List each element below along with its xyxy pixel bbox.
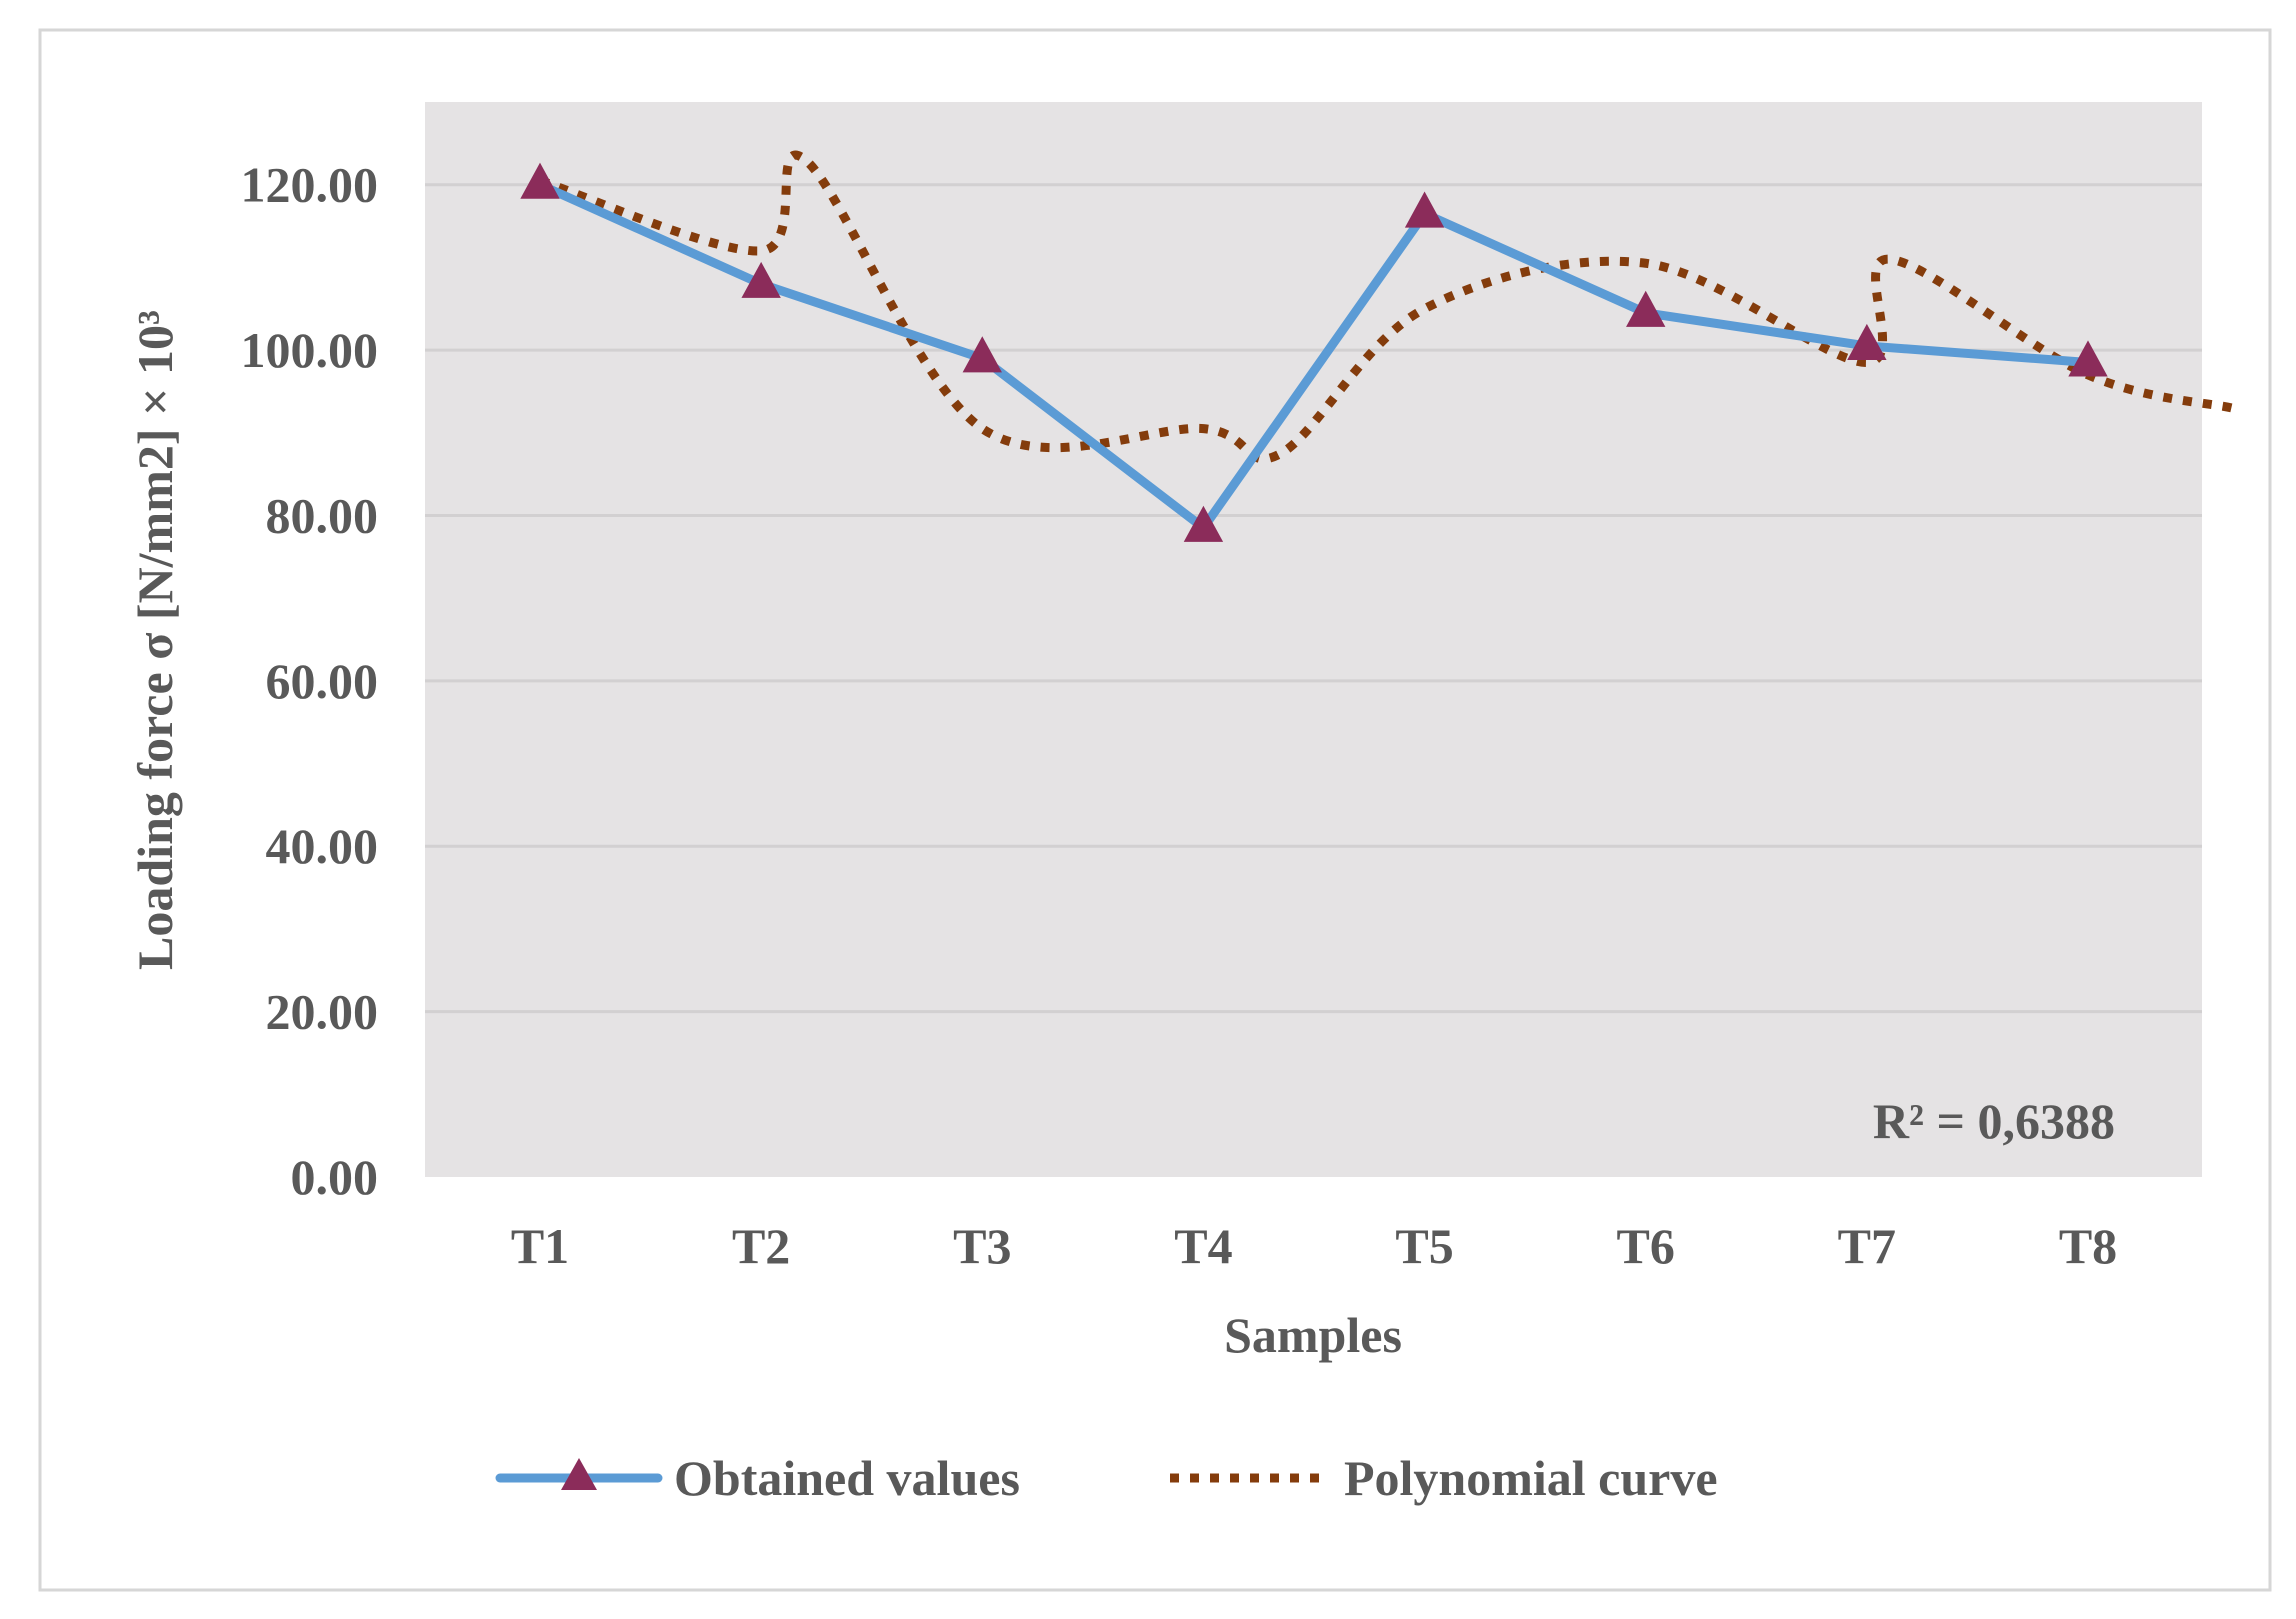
polynomial-trendline — [538, 150, 2233, 464]
x-axis-tick-labels: T1 T2 T3 T4 T5 T6 T7 T8 — [511, 1218, 2117, 1274]
y-tick-label: 20.00 — [266, 984, 379, 1040]
y-tick-label: 80.00 — [266, 487, 379, 543]
x-tick-label: T7 — [1838, 1218, 1896, 1274]
gridlines — [425, 183, 2202, 1014]
obtained-values-series — [520, 162, 2108, 542]
plot-area — [425, 102, 2202, 1177]
r-squared-annotation: R² = 0,6388 — [1873, 1093, 2115, 1149]
x-tick-label: T3 — [953, 1218, 1011, 1274]
y-tick-label: 0.00 — [291, 1149, 379, 1205]
obtained-values-line — [535, 180, 2093, 533]
x-tick-label: T8 — [2059, 1218, 2117, 1274]
data-point-marker — [1847, 323, 1887, 360]
polynomial-curve-line — [538, 150, 2233, 464]
y-tick-label: 40.00 — [266, 818, 379, 874]
x-tick-label: T1 — [511, 1218, 569, 1274]
data-point-marker — [1626, 290, 1666, 327]
y-tick-label: 120.00 — [241, 157, 379, 213]
x-tick-label: T4 — [1174, 1218, 1232, 1274]
x-tick-label: T2 — [732, 1218, 790, 1274]
x-tick-label: T5 — [1395, 1218, 1453, 1274]
data-point-marker — [1404, 191, 1445, 228]
legend-obtained-values-label: Obtained values — [674, 1450, 1020, 1506]
data-point-marker — [520, 162, 560, 199]
legend: Obtained values Polynomial curve — [495, 1450, 1718, 1506]
data-point-marker — [2068, 340, 2108, 377]
x-tick-label: T6 — [1617, 1218, 1675, 1274]
data-point-marker — [1183, 505, 1224, 542]
legend-obtained-values-marker — [561, 1458, 597, 1490]
data-point-marker — [741, 261, 781, 298]
x-axis-label: Samples — [1224, 1307, 1402, 1363]
y-axis-tick-labels: 0.00 20.00 40.00 60.00 80.00 100.00 120.00 — [241, 157, 379, 1205]
data-point-marker — [962, 336, 1002, 373]
legend-polynomial-curve-label: Polynomial curve — [1344, 1450, 1718, 1506]
y-tick-label: 60.00 — [266, 653, 379, 709]
y-axis-label: Loading force σ [N/mm2] × 10³ — [127, 310, 183, 970]
y-tick-label: 100.00 — [241, 322, 379, 378]
